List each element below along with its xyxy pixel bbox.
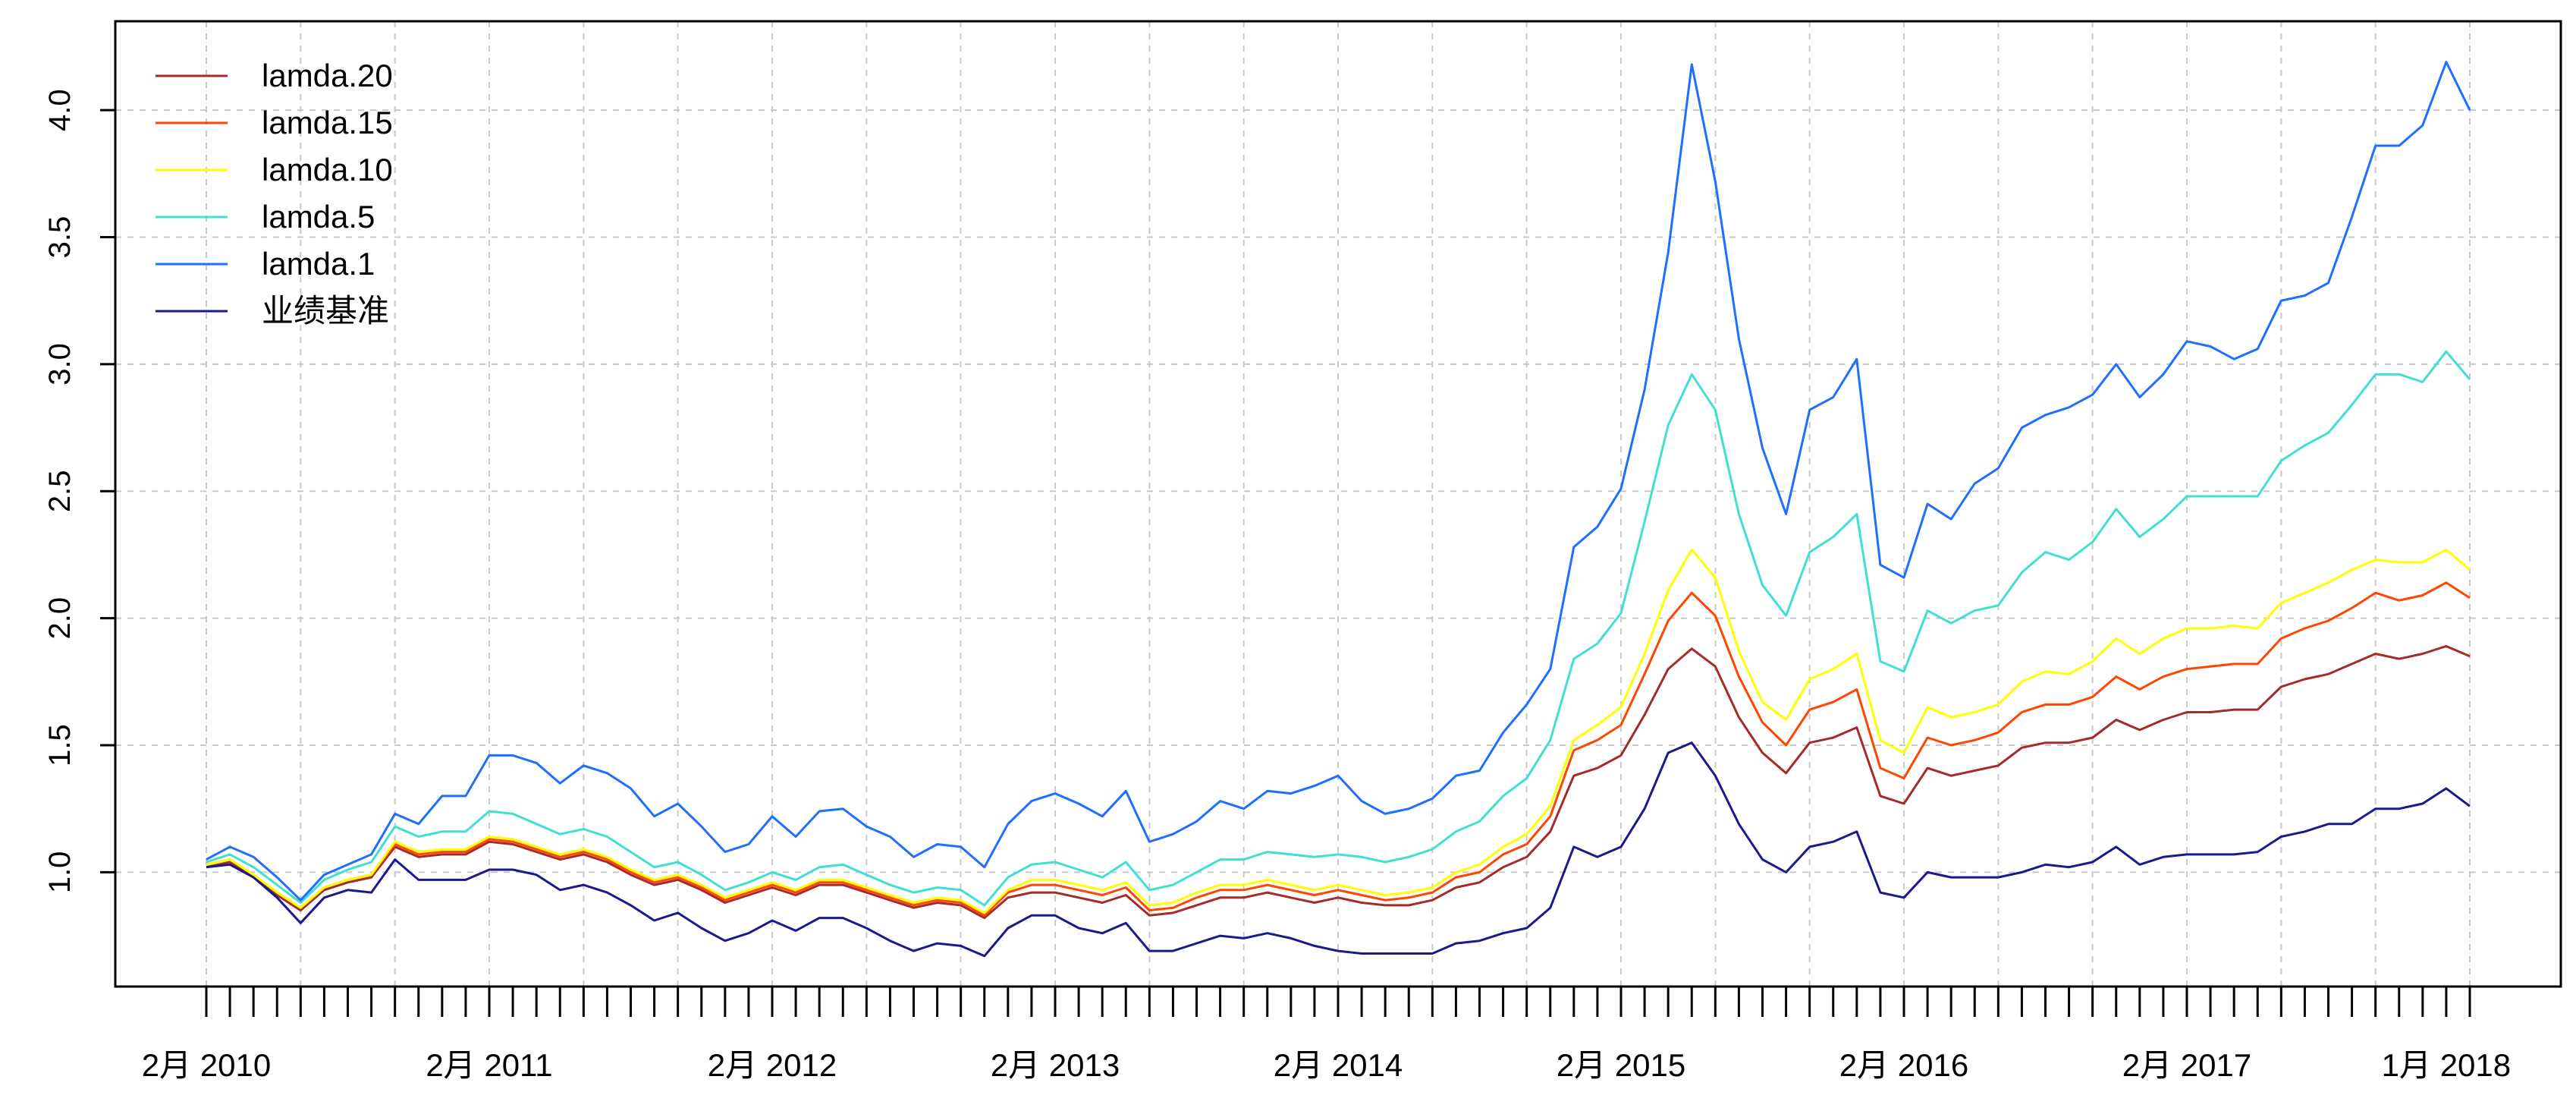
y-tick-label: 3.5 (43, 216, 77, 259)
legend-label: 业绩基准 (262, 293, 389, 329)
x-tick-label: 2月 2011 (426, 1047, 552, 1083)
x-tick-label: 2月 2016 (1839, 1047, 1968, 1083)
y-tick-label: 1.5 (43, 724, 77, 766)
series-lines (206, 61, 2471, 958)
series-line (206, 645, 2471, 920)
x-tick-label: 2月 2013 (991, 1047, 1120, 1083)
legend-label: lamda.15 (262, 105, 393, 140)
legend-label: lamda.10 (262, 152, 393, 187)
y-tick-label: 2.5 (43, 470, 77, 512)
x-tick-label: 1月 2018 (2382, 1047, 2511, 1083)
series-line (206, 741, 2471, 958)
x-tick-label: 2月 2015 (1557, 1047, 1685, 1083)
legend-label: lamda.5 (262, 199, 375, 234)
series-line (206, 61, 2471, 902)
y-axis: 1.0 1.5 2.0 2.5 3.0 3.5 4.0 (43, 89, 115, 893)
x-tick-label: 2月 2014 (1274, 1047, 1403, 1083)
y-tick-label: 1.0 (43, 851, 77, 894)
y-tick-label: 2.0 (43, 597, 77, 640)
series-line (206, 581, 2471, 917)
series-line (206, 548, 2471, 914)
series-line (206, 350, 2471, 907)
x-axis: 2月 2010 2月 2011 2月 2012 2月 2013 2月 2014 2月 20… (142, 987, 2511, 1083)
legend-label: lamda.1 (262, 246, 375, 282)
y-tick-label: 3.0 (43, 343, 77, 386)
y-tick-label: 4.0 (43, 89, 77, 131)
x-tick-label: 2月 2017 (2122, 1047, 2251, 1083)
x-tick-label: 2月 2012 (708, 1047, 837, 1083)
legend: lamda.20 lamda.15 lamda.10 lamda.5 lamda.1 业绩… (156, 58, 393, 329)
x-tick-label: 2月 2010 (142, 1047, 271, 1083)
legend-label: lamda.20 (262, 58, 393, 93)
